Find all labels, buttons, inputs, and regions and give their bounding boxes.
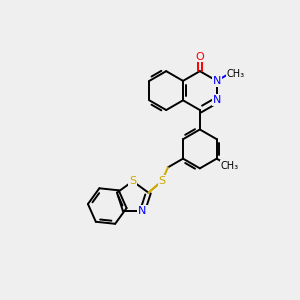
Text: CH₃: CH₃ [220,161,239,171]
Text: N: N [212,95,221,105]
Text: S: S [129,176,136,186]
Text: N: N [138,206,147,216]
Text: CH₃: CH₃ [227,69,245,79]
Text: N: N [212,76,221,86]
Text: O: O [196,52,204,61]
Text: S: S [158,176,166,186]
